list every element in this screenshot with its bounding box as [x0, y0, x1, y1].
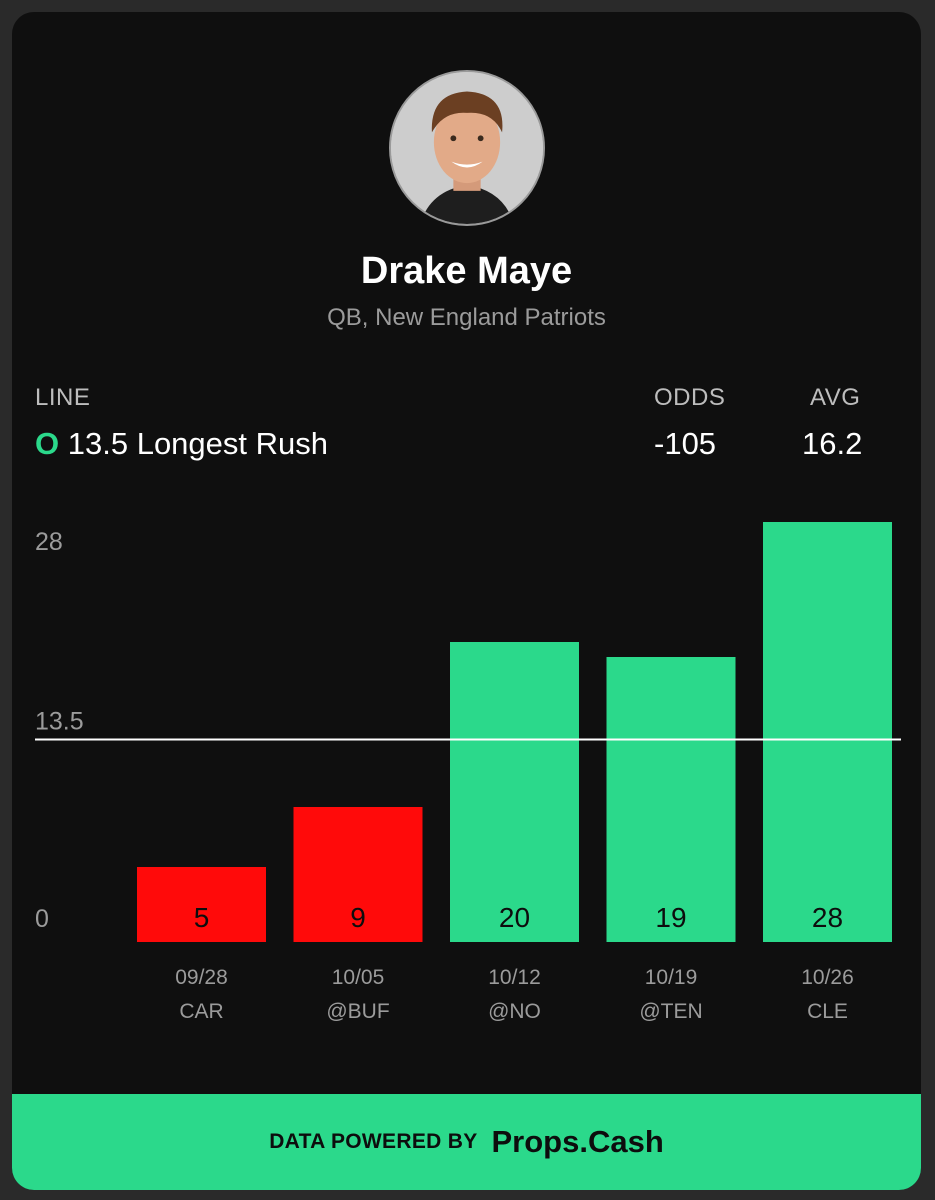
x-tick-opponent: @BUF [326, 1000, 389, 1023]
player-team-position: QB, New England Patriots [327, 304, 606, 331]
bar-value-label: 9 [350, 902, 366, 933]
x-tick-date: 10/05 [332, 966, 385, 989]
y-tick-label: 28 [35, 528, 63, 556]
line-label: LINE [35, 384, 91, 411]
x-tick-date: 10/19 [645, 966, 698, 989]
bar-value-label: 19 [655, 902, 686, 933]
bar [137, 867, 266, 942]
prop-line: O 13.5 Longest Rush [35, 426, 328, 462]
bar [293, 807, 423, 942]
footer-banner[interactable]: DATA POWERED BY Props.Cash [12, 1094, 921, 1190]
bar-value-label: 20 [499, 902, 530, 933]
bar [763, 522, 892, 942]
player-photo [391, 72, 543, 224]
x-tick-date: 10/12 [488, 966, 541, 989]
player-name: Drake Maye [360, 250, 573, 292]
bar-value-label: 28 [812, 902, 843, 933]
footer-brand[interactable]: Props.Cash [491, 1124, 664, 1159]
x-tick-opponent: CLE [807, 1000, 848, 1023]
odds-label: ODDS [654, 384, 726, 411]
x-tick-date: 10/26 [801, 966, 854, 989]
prop-line-text: 13.5 Longest Rush [67, 426, 328, 461]
bar-value-label: 5 [194, 902, 210, 933]
footer-prefix: DATA POWERED BY [269, 1130, 478, 1153]
y-tick-label: 13.5 [35, 708, 84, 736]
x-tick-opponent: @NO [488, 1000, 541, 1023]
over-under-indicator: O [35, 426, 60, 461]
x-tick-date: 09/28 [175, 966, 228, 989]
rush-chart: 0 13.5 28 5 09/28 CAR 9 10/05 @BUF 20 10/12 @NO 19 10… [35, 522, 901, 1023]
player-avatar [389, 70, 545, 226]
bar [450, 642, 579, 942]
y-tick-label: 0 [35, 905, 49, 933]
x-tick-opponent: @TEN [639, 1000, 702, 1023]
prop-card: Drake Maye QB, New England Patriots LINE… [12, 12, 921, 1190]
odds-value: -105 [654, 426, 717, 461]
x-tick-opponent: CAR [179, 1000, 223, 1023]
bar [606, 657, 736, 942]
avg-value: 16.2 [802, 426, 863, 461]
avg-label: AVG [810, 384, 861, 411]
